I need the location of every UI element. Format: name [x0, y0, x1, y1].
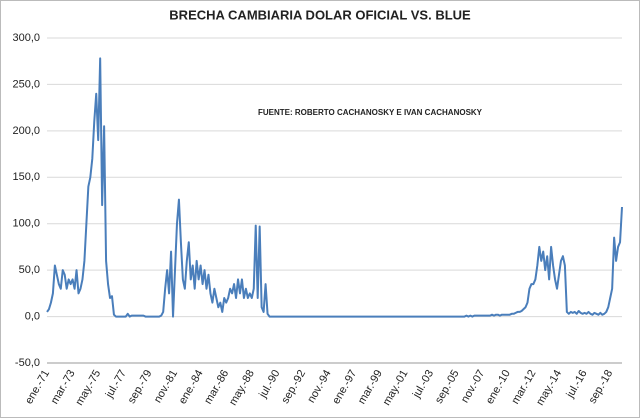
y-tick-label: 50,0 [19, 264, 40, 276]
y-tick-label: 150,0 [12, 171, 40, 183]
y-tick-label: 200,0 [12, 125, 40, 137]
y-tick-label: 0,0 [25, 310, 40, 322]
y-tick-label: 300,0 [12, 32, 40, 44]
chart-title: BRECHA CAMBIARIA DOLAR OFICIAL VS. BLUE [169, 7, 471, 22]
series-line [46, 57, 623, 318]
y-tick-label: -50,0 [15, 357, 40, 369]
annotation: FUENTE: ROBERTO CACHANOSKY E IVAN CACHAN… [258, 108, 483, 117]
y-tick-label: 100,0 [12, 218, 40, 230]
y-tick-label: 250,0 [12, 78, 40, 90]
